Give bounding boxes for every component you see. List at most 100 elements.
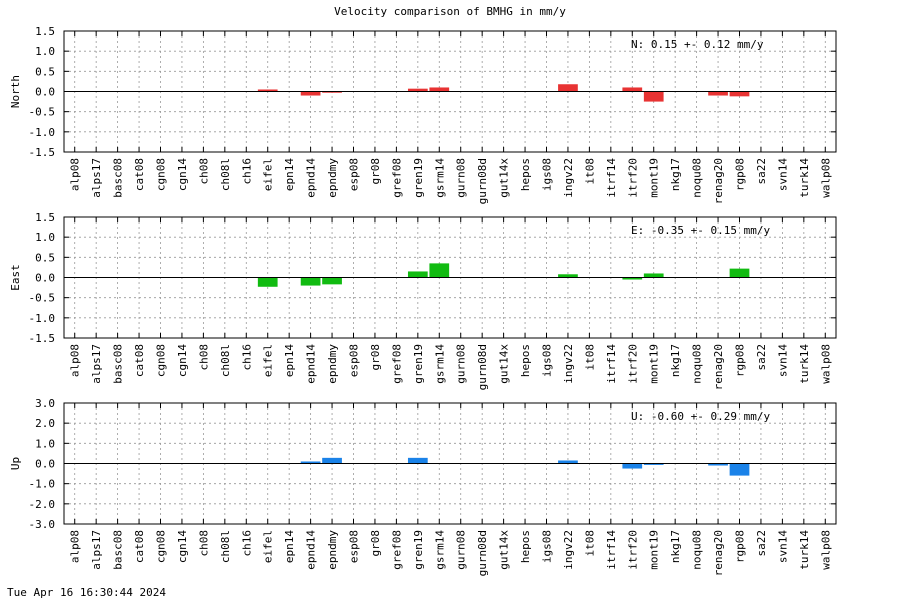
x-tick-label: cat08 [133, 158, 146, 191]
x-tick-label: epndmy [326, 530, 339, 570]
x-tick-label: walp08 [819, 158, 832, 198]
panel-north: 1.5 1.0 0.5 0.0 -0.5 -1.0 -1.5 alp08 alps17 basc0… [9, 25, 837, 204]
velocity-annotation: E: -0.35 +- 0.15 mm/y [631, 224, 770, 237]
x-tick-label: epn14 [283, 158, 296, 191]
panel-east: 1.5 1.0 0.5 0.0 -0.5 -1.0 -1.5 alp08 alps17 basc0… [9, 211, 837, 390]
x-tick-label: cgn08 [155, 530, 168, 563]
x-tick-label: itrf20 [626, 344, 639, 384]
bar-itrf20 [622, 277, 643, 280]
x-tick-label: renag20 [712, 344, 725, 390]
x-tick-label: gurn08 [455, 158, 468, 198]
x-tick-label: walp08 [819, 344, 832, 384]
x-tick-label: gr08 [369, 530, 382, 557]
x-tick-label: mont19 [648, 530, 661, 570]
x-tick-label: itrf14 [605, 530, 618, 570]
x-tick-label: cat08 [133, 344, 146, 377]
bar-epnd14 [300, 461, 321, 464]
y-tick-label: 1.5 [35, 211, 55, 224]
y-tick-label: -3.0 [29, 518, 56, 531]
x-tick-label: gurn08d [476, 530, 489, 576]
x-tick-label: cgn14 [176, 530, 189, 563]
bar-mont19 [643, 463, 664, 465]
x-tick-label: mont19 [648, 158, 661, 198]
bar-ingv22 [558, 84, 578, 92]
bar-ingv22 [558, 460, 578, 464]
x-tick-label: itrf20 [626, 530, 639, 570]
x-tick-label: svn14 [776, 344, 789, 377]
x-tick-label: gurn08 [455, 530, 468, 570]
y-tick-label: 0.0 [35, 458, 55, 471]
bar-epnd14 [300, 91, 321, 96]
y-tick-label: -1.0 [29, 312, 56, 325]
velocity-annotation: U: -0.60 +- 0.29 mm/y [631, 410, 770, 423]
x-tick-label: alp08 [69, 158, 82, 191]
x-tick-label: igs08 [541, 344, 554, 377]
bar-rgp08 [729, 91, 750, 97]
x-tick-label: cgn14 [176, 344, 189, 377]
x-tick-label: ch08 [197, 344, 210, 371]
footer-timestamp: Tue Apr 16 16:30:44 2024 [7, 586, 166, 599]
x-tick-label: ch08 [197, 530, 210, 557]
x-tick-label: gref08 [390, 158, 403, 198]
x-tick-label: alps17 [90, 344, 103, 384]
bar-itrf20 [622, 463, 643, 469]
x-tick-label: epndmy [326, 344, 339, 384]
x-tick-label: renag20 [712, 530, 725, 576]
bar-gsrm14 [429, 263, 450, 278]
x-tick-label: basc08 [112, 158, 125, 198]
x-tick-label: ch08l [219, 344, 232, 377]
x-tick-label: nkg17 [669, 344, 682, 377]
x-tick-label: svn14 [776, 158, 789, 191]
x-tick-label: ingv22 [562, 530, 575, 570]
y-tick-label: 0.0 [35, 272, 55, 285]
x-tick-label: gsrm14 [433, 344, 446, 384]
bar-rgp08 [729, 268, 750, 278]
x-tick-label: noqu08 [691, 158, 704, 198]
bar-epndmy [322, 457, 342, 464]
x-tick-label: basc08 [112, 530, 125, 570]
x-tick-label: epnd14 [305, 158, 318, 198]
x-tick-label: mont19 [648, 344, 661, 384]
x-tick-label: gut14x [498, 530, 511, 570]
x-tick-label: rgp08 [734, 344, 747, 377]
x-tick-label: nkg17 [669, 530, 682, 563]
bar-gren19 [407, 271, 428, 278]
x-tick-label: esp08 [348, 158, 361, 191]
x-tick-label: cgn08 [155, 158, 168, 191]
y-tick-label: -1.0 [29, 478, 56, 491]
y-tick-label: -1.0 [29, 126, 56, 139]
x-tick-label: gref08 [390, 344, 403, 384]
x-tick-label: gren19 [412, 530, 425, 570]
x-tick-label: ch08l [219, 530, 232, 563]
page-title: Velocity comparison of BMHG in mm/y [334, 5, 566, 18]
x-tick-label: itrf14 [605, 158, 618, 198]
x-tick-label: turk14 [798, 344, 811, 384]
y-tick-label: 1.0 [35, 45, 55, 58]
x-tick-label: gurn08d [476, 344, 489, 390]
x-tick-label: gr08 [369, 344, 382, 371]
y-axis-label: North [9, 75, 22, 108]
x-tick-label: nkg17 [669, 158, 682, 191]
x-tick-label: noqu08 [691, 530, 704, 570]
x-tick-label: ingv22 [562, 344, 575, 384]
y-tick-label: 2.0 [35, 417, 55, 430]
y-tick-label: 0.0 [35, 86, 55, 99]
x-tick-label: svn14 [776, 530, 789, 563]
y-axis-label: Up [9, 457, 22, 470]
x-tick-label: esp08 [348, 530, 361, 563]
x-tick-label: hepos [519, 158, 532, 191]
x-tick-label: gr08 [369, 158, 382, 185]
y-tick-label: 0.5 [35, 251, 55, 264]
x-tick-label: hepos [519, 530, 532, 563]
x-tick-label: basc08 [112, 344, 125, 384]
x-tick-label: igs08 [541, 530, 554, 563]
y-tick-label: -0.5 [29, 292, 56, 305]
x-tick-label: it08 [583, 158, 596, 185]
bar-mont19 [643, 273, 664, 278]
x-tick-label: cgn14 [176, 158, 189, 191]
y-tick-label: -0.5 [29, 106, 56, 119]
x-tick-label: sa22 [755, 158, 768, 185]
x-tick-label: walp08 [819, 530, 832, 570]
x-tick-label: epn14 [283, 344, 296, 377]
